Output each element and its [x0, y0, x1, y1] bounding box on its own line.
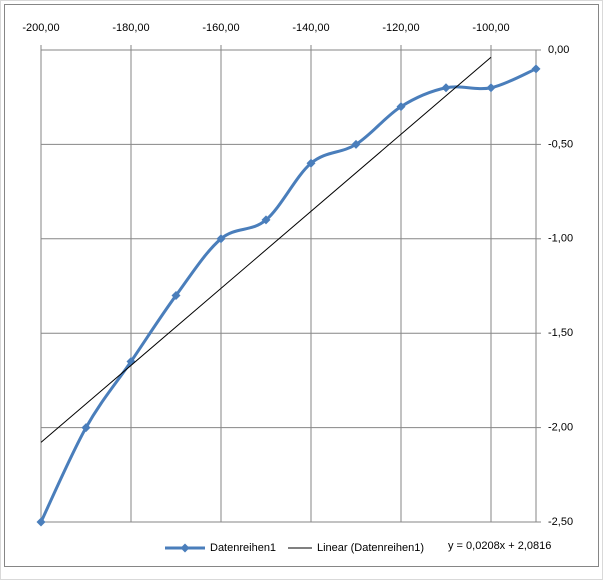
data-point	[486, 83, 496, 93]
y-tick-label: -2,50	[548, 516, 573, 528]
data-point	[261, 215, 271, 225]
x-tick-label: -160,00	[202, 22, 239, 34]
data-point	[351, 139, 361, 149]
data-point	[81, 423, 91, 433]
x-tick-label: -100,00	[472, 22, 509, 34]
x-tick-label: -200,00	[22, 22, 59, 34]
trendline	[40, 56, 492, 443]
data-point	[441, 83, 451, 93]
legend-marker	[180, 543, 190, 553]
y-tick-label: 0,00	[548, 44, 569, 56]
y-tick-label: -2,00	[548, 422, 573, 434]
data-point	[36, 517, 46, 527]
data-point	[396, 102, 406, 112]
x-tick-label: -120,00	[382, 22, 419, 34]
data-point	[171, 290, 181, 300]
x-tick-label: -140,00	[292, 22, 329, 34]
trendline-equation: y = 0,0208x + 2,0816	[448, 540, 551, 552]
y-tick-label: -0,50	[548, 138, 573, 150]
legend-label: Linear (Datenreihen1)	[317, 542, 424, 554]
data-point	[531, 64, 541, 74]
data-point	[306, 158, 316, 168]
chart-area	[4, 4, 599, 567]
y-tick-label: -1,00	[548, 233, 573, 245]
x-tick-label: -180,00	[112, 22, 149, 34]
data-point	[216, 234, 226, 244]
legend-label: Datenreihen1	[210, 542, 276, 554]
y-tick-label: -1,50	[548, 327, 573, 339]
